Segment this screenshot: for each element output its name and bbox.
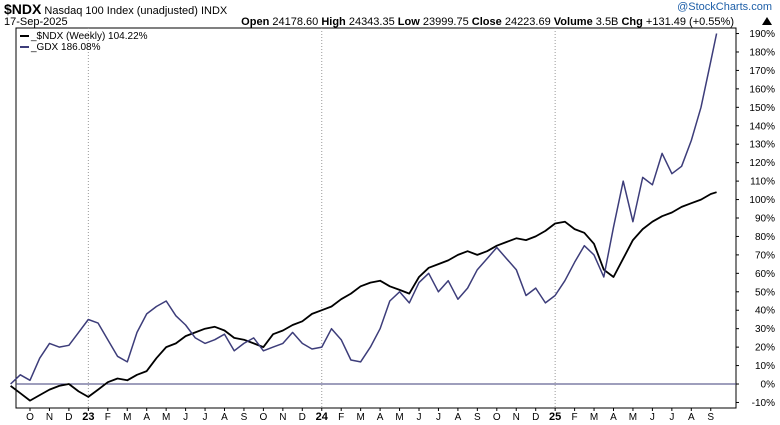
- x-tick-label: J: [183, 412, 188, 423]
- open-label: Open: [241, 16, 270, 28]
- close-value: 24223.69: [504, 16, 551, 28]
- x-tick-label: 24: [316, 411, 329, 423]
- low-label: Low: [397, 16, 420, 28]
- x-tick-label: F: [338, 412, 344, 423]
- gdx-series-line: [10, 33, 718, 385]
- y-tick-label: 100%: [749, 195, 775, 206]
- x-tick-label: A: [688, 412, 695, 423]
- series-layer: [10, 33, 718, 402]
- x-tick-label: J: [417, 412, 422, 423]
- x-axis: O N D 23 F M A M J J A S O N D 24 F M A M J J A S O N D 25 F M A M J J A S: [26, 408, 714, 423]
- x-tick-label: A: [455, 412, 462, 423]
- y-tick-label: 80%: [755, 232, 775, 243]
- x-tick-label: O: [26, 412, 34, 423]
- x-tick-label: N: [46, 412, 53, 423]
- ndx-series-line: [10, 191, 717, 402]
- x-tick-label: J: [650, 412, 655, 423]
- chg-value: +131.49 (+0.55%): [645, 16, 734, 28]
- volume-label: Volume: [553, 16, 593, 28]
- x-tick-label: M: [162, 412, 170, 423]
- x-tick-label: F: [572, 412, 578, 423]
- x-tick-label: F: [105, 412, 111, 423]
- x-tick-label: M: [123, 412, 131, 423]
- title-row: $NDX Nasdaq 100 Index (unadjusted) INDX: [4, 1, 227, 17]
- x-tick-label: J: [436, 412, 441, 423]
- volume-value: 3.5B: [595, 16, 619, 28]
- exchange-label: INDX: [200, 5, 228, 17]
- y-tick-label: 180%: [749, 47, 775, 58]
- x-tick-label: M: [395, 412, 403, 423]
- x-tick-label: N: [279, 412, 286, 423]
- x-tick-label: 25: [549, 411, 561, 423]
- high-value: 24343.35: [348, 16, 395, 28]
- y-tick-label: -10%: [752, 398, 775, 409]
- x-tick-label: D: [532, 412, 539, 423]
- y-tick-label: 40%: [755, 306, 775, 317]
- y-tick-label: 110%: [750, 177, 775, 188]
- x-tick-label: S: [474, 412, 481, 423]
- x-tick-label: O: [493, 412, 501, 423]
- stockcharts-brand-link[interactable]: @StockCharts.com: [677, 1, 772, 13]
- legend-label-gdx: _GDX 186.08%: [31, 42, 101, 53]
- legend-label-ndx: _$NDX (Weekly) 104.22%: [31, 31, 148, 42]
- y-tick-label: 150%: [749, 103, 775, 114]
- x-tick-label: D: [65, 412, 72, 423]
- y-tick-label: 60%: [755, 269, 775, 280]
- y-tick-label: 10%: [755, 361, 775, 372]
- y-tick-label: 130%: [749, 140, 775, 151]
- y-tick-label: 70%: [755, 250, 775, 261]
- y-tick-label: 50%: [755, 287, 775, 298]
- legend-item-ndx[interactable]: _$NDX (Weekly) 104.22%: [20, 31, 148, 42]
- grid-layer: [87, 28, 556, 408]
- plot-frame: [15, 27, 737, 409]
- x-tick-label: M: [590, 412, 598, 423]
- x-tick-label: A: [377, 412, 384, 423]
- x-tick-label: D: [299, 412, 306, 423]
- chart-header: $NDX Nasdaq 100 Index (unadjusted) INDX …: [4, 0, 776, 30]
- high-label: High: [321, 16, 346, 28]
- x-tick-label: O: [260, 412, 268, 423]
- x-tick-label: M: [356, 412, 364, 423]
- chart-legend: _$NDX (Weekly) 104.22% _GDX 186.08%: [20, 31, 148, 53]
- y-tick-label: 0%: [761, 380, 776, 391]
- y-tick-label: 190%: [749, 29, 775, 40]
- y-axis: -10% 0% 10% 20% 30% 40% 50% 60% 70% 80% 90% 100% 110…: [736, 29, 775, 409]
- legend-swatch-gdx: [20, 46, 29, 49]
- x-tick-label: A: [221, 412, 228, 423]
- open-value: 24178.60: [272, 16, 319, 28]
- quote-line: Open 24178.60 High 24343.35 Low 23999.75…: [241, 16, 734, 28]
- x-tick-label: N: [513, 412, 520, 423]
- x-tick-label: 23: [82, 411, 94, 423]
- x-tick-label: J: [203, 412, 208, 423]
- y-tick-label: 20%: [755, 343, 775, 354]
- y-tick-label: 140%: [749, 121, 775, 132]
- close-label: Close: [471, 16, 502, 28]
- y-tick-label: 90%: [755, 214, 775, 225]
- legend-swatch-ndx: [20, 35, 29, 38]
- date-label: 17-Sep-2025: [4, 16, 68, 28]
- legend-item-gdx[interactable]: _GDX 186.08%: [20, 42, 148, 53]
- y-tick-label: 160%: [749, 84, 775, 95]
- y-tick-label: 120%: [749, 158, 775, 169]
- x-tick-label: S: [241, 412, 248, 423]
- x-tick-label: S: [707, 412, 714, 423]
- y-tick-label: 30%: [755, 324, 775, 335]
- index-name: Nasdaq 100 Index (unadjusted): [44, 5, 198, 17]
- x-tick-label: J: [669, 412, 674, 423]
- symbol-label: $NDX: [4, 1, 42, 17]
- chg-label: Chg: [621, 16, 643, 28]
- x-tick-label: M: [629, 412, 637, 423]
- low-value: 23999.75: [422, 16, 469, 28]
- collapse-triangle-icon[interactable]: [762, 17, 772, 25]
- x-tick-label: A: [143, 412, 150, 423]
- y-tick-label: 170%: [749, 66, 775, 77]
- x-tick-label: A: [610, 412, 617, 423]
